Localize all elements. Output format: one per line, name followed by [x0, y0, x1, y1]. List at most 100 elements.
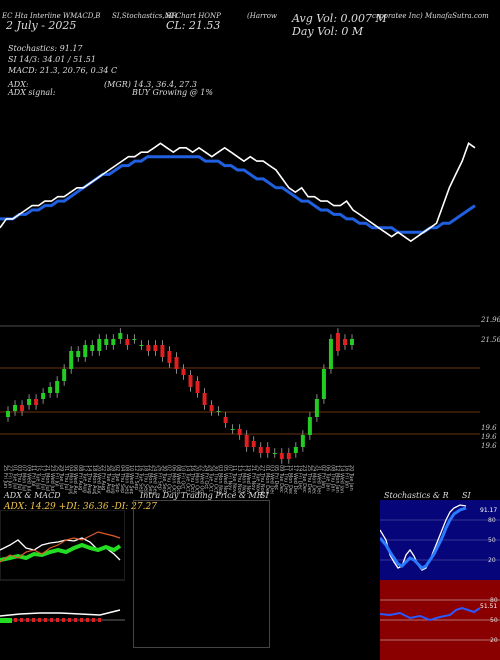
date-label: 05 Fri Dec	[273, 465, 279, 490]
date-label: 20 Mon Oct	[194, 465, 200, 494]
date-label: 25 Thu Dec	[306, 465, 312, 494]
candlestick-chart	[0, 325, 480, 464]
date-label: 21 Mon Jul	[44, 465, 50, 491]
candle-body	[202, 393, 207, 405]
macd-signal-marker	[0, 618, 12, 623]
candle-body	[279, 453, 284, 459]
stoch-level-20: 20	[488, 557, 496, 564]
date-label: 08 Thu Jan	[329, 465, 335, 492]
date-label: 14 Thu Aug	[86, 465, 92, 494]
candle-body	[265, 447, 270, 453]
date-label: 03 Wed Dec	[269, 465, 275, 494]
date-label: 25 Fri Jun	[2, 465, 8, 488]
candle-body	[69, 351, 74, 369]
date-label: 26 Fri Sep	[156, 465, 162, 490]
stochastics-header: SI,Stochastics,MR	[112, 12, 178, 20]
date-label: 14 Tue Oct	[184, 465, 190, 492]
stochastics-panel: 80 50 20 91.17	[380, 500, 500, 580]
date-label: 02 Fri Jan	[320, 465, 326, 488]
price-label-top: 21.96	[481, 316, 500, 324]
candle-body	[153, 345, 158, 351]
date-label: 25 Fri Jul	[53, 465, 59, 487]
candle-body	[314, 399, 319, 417]
candle-body	[335, 333, 340, 351]
date-label: 16 Tue Sep	[138, 465, 144, 493]
date-label: 07 Fri Nov	[226, 465, 232, 490]
company-tail: crporatee Inc) MunafaSutra.com	[372, 12, 489, 20]
date-label: 27 Fri Jun	[7, 465, 13, 488]
price-label-r3: 19.6	[481, 433, 497, 441]
candle-body	[55, 381, 60, 393]
date-label: 25 Tue Nov	[254, 465, 260, 493]
candle-body	[111, 339, 116, 345]
intra-day-panel	[133, 500, 270, 648]
candle-body	[300, 435, 305, 447]
candle-body	[350, 339, 354, 345]
candle-body	[20, 405, 25, 411]
candle-body	[125, 339, 130, 345]
candle-body	[48, 387, 53, 393]
candle-body	[293, 447, 298, 453]
candle-body	[167, 351, 172, 363]
date-label: 23 Wed Jul	[49, 465, 55, 491]
date-label: 30 Thu Oct	[212, 465, 218, 493]
candle-body	[97, 339, 102, 351]
candle-body	[83, 345, 88, 357]
candle-body	[216, 411, 221, 412]
candle-body	[160, 345, 165, 357]
moving-average-line	[0, 155, 476, 234]
candle-body	[13, 405, 18, 411]
date-label: 16 Thu Oct	[189, 465, 195, 493]
plus-di-line	[0, 542, 122, 562]
date-label: 19 Wed Nov	[245, 465, 251, 494]
avg-volume: Avg Vol: 0.007 M	[292, 12, 387, 25]
date-label: 02 Thu Oct	[166, 465, 172, 493]
candle-body	[27, 399, 32, 405]
minus-di-line	[0, 531, 121, 563]
candle-body	[209, 405, 214, 411]
date-label: 17 Thu Jul	[39, 465, 45, 490]
date-label: 13 Thu Nov	[236, 465, 242, 494]
candle-body	[132, 339, 137, 340]
chart-date: 2 July - 2025	[6, 19, 77, 32]
date-label: 22 Wed Oct	[198, 465, 204, 494]
date-label: 06 Tue Jan	[325, 465, 331, 491]
date-label: 12 Fri Sep	[133, 465, 139, 490]
date-label: 22 Mon Sep	[147, 465, 153, 494]
date-label: 31 Wed Dec	[315, 465, 321, 494]
date-label: 08 Fri Aug	[77, 465, 83, 490]
stochastics-panel-title: Stochastics & R	[384, 491, 449, 500]
candle-body	[237, 429, 242, 435]
date-label: 02 Tue Sep	[114, 465, 120, 493]
candle-body	[328, 339, 333, 369]
date-label: 17 Mon Nov	[240, 465, 246, 494]
stoch-level-80: 80	[488, 517, 496, 524]
date-label: 04 Thu Sep	[119, 465, 125, 493]
price-label-r1: 21.56	[481, 336, 500, 344]
date-label: 01 Mon Dec	[264, 465, 270, 494]
candle-body	[118, 333, 123, 339]
macd-value: MACD: 21.3, 20.76, 0.34 C	[8, 66, 118, 75]
date-label: 26 Tue Aug	[105, 465, 111, 493]
intra-day-si: SI	[260, 491, 269, 500]
date-label: 06 Mon Oct	[170, 465, 176, 494]
stochastics-panel-si: SI	[462, 491, 471, 500]
intra-day-title: Intra Day Trading Price & MR	[140, 491, 263, 500]
candle-body	[6, 411, 10, 417]
date-label: 12 Mon Jan	[334, 465, 340, 493]
candle-body	[321, 369, 326, 399]
candle-body	[223, 417, 228, 423]
date-label: 01 Tue Jul	[11, 465, 17, 489]
adx-signal-label: ADX signal:	[8, 88, 56, 97]
candle-body	[251, 441, 256, 447]
date-label: 29 Mon Dec	[311, 465, 317, 494]
macd-line	[0, 609, 121, 617]
candle-body	[34, 399, 39, 405]
candle-body	[104, 339, 109, 345]
date-label: 03 Mon Nov	[217, 465, 223, 494]
date-label: 11 Tue Nov	[231, 465, 237, 493]
candle-body	[41, 393, 46, 399]
date-label: 06 Wed Aug	[72, 465, 78, 494]
rsi-level-80: 80	[490, 597, 498, 604]
